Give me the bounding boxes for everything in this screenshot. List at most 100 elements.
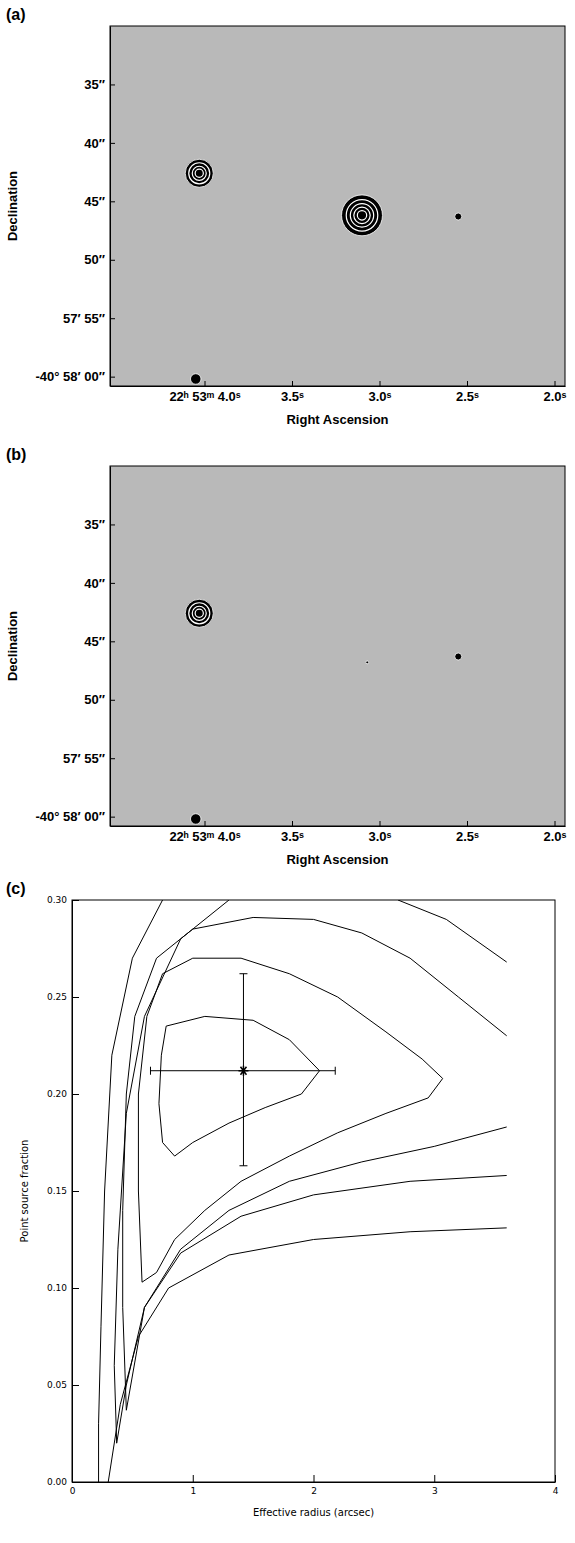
source-region xyxy=(190,374,201,385)
y-tick: 45″ xyxy=(84,634,115,649)
x-tick: 3.0ˢ xyxy=(369,381,392,404)
x-tick-label: 3 xyxy=(432,1486,438,1496)
x-tick-label: 22ʰ 53ᵐ 4.0ˢ xyxy=(169,389,240,404)
y-tick: 0.25 xyxy=(47,992,79,1002)
source xyxy=(455,653,462,660)
y-tick-mark xyxy=(110,758,115,759)
y-tick-label: 0.15 xyxy=(47,1186,67,1196)
y-tick: 40″ xyxy=(84,576,115,591)
y-axis-title: Declination xyxy=(5,611,20,681)
x-axis-title: Right Ascension xyxy=(286,852,388,867)
x-tick-label: 2.5ˢ xyxy=(456,389,479,404)
x-tick-mark xyxy=(380,381,381,386)
y-tick-mark xyxy=(110,524,115,525)
panel: 012340.000.050.100.150.200.250.30Effecti… xyxy=(6,880,559,1518)
contour-ring xyxy=(195,169,203,177)
y-tick-label: 50″ xyxy=(84,252,105,267)
y-tick: 0.00 xyxy=(47,1477,79,1487)
y-tick-label: 35″ xyxy=(84,517,105,532)
x-tick-label: 3.0ˢ xyxy=(369,829,392,844)
panel: 22ʰ 53ᵐ 4.0ˢ3.5ˢ3.0ˢ2.5ˢ2.0ˢ35″40″45″50″… xyxy=(5,6,567,427)
y-tick-label: 35″ xyxy=(84,77,105,92)
y-tick: 57′ 55″ xyxy=(63,311,115,326)
contour-ring xyxy=(350,204,373,227)
x-axis-line xyxy=(111,386,566,387)
y-axis-line xyxy=(110,27,111,387)
contour-ring xyxy=(189,603,210,624)
contour-ring xyxy=(189,163,210,184)
y-tick-mark xyxy=(72,1385,79,1386)
y-tick: 0.30 xyxy=(47,895,79,905)
source-region xyxy=(455,213,462,220)
y-tick: 45″ xyxy=(84,194,115,209)
y-tick: 40″ xyxy=(84,136,115,151)
y-axis: 35″ 40″ 45″ 50″ 57′ 55″ -40° 58′ 00″ xyxy=(36,27,115,387)
source-region xyxy=(366,661,369,664)
x-tick-label: 3.5ˢ xyxy=(281,389,304,404)
x-tick-mark xyxy=(555,1475,556,1482)
y-tick: 0.15 xyxy=(47,1186,79,1196)
y-axis-title: Declination xyxy=(5,171,20,241)
x-tick: 2.0ˢ xyxy=(544,821,567,844)
x-tick-mark xyxy=(205,381,206,386)
y-tick: 0.05 xyxy=(47,1380,79,1390)
y-tick-label: 45″ xyxy=(84,194,105,209)
y-tick: 0.20 xyxy=(47,1089,79,1099)
x-tick-mark xyxy=(292,821,293,826)
y-axis: 0.00 0.05 0.10 0.15 0.20 0.25 0.30 xyxy=(47,895,79,1487)
y-tick-mark xyxy=(110,201,115,202)
plot-frame xyxy=(72,900,555,1482)
x-tick: 3.0ˢ xyxy=(369,821,392,844)
x-tick-mark xyxy=(314,1475,315,1482)
x-tick-label: 3.5ˢ xyxy=(281,829,304,844)
contour-ring xyxy=(195,609,203,617)
y-tick-mark xyxy=(110,817,115,818)
x-axis-title: Right Ascension xyxy=(286,412,388,427)
x-axis-line xyxy=(111,826,566,827)
y-tick-mark xyxy=(72,900,79,901)
x-tick-mark xyxy=(555,381,556,386)
y-tick-label: -40° 58′ 00″ xyxy=(36,369,105,384)
plot-area xyxy=(185,159,462,384)
plot-frame xyxy=(110,466,565,826)
x-axis: 22ʰ 53ᵐ 4.0ˢ3.5ˢ3.0ˢ2.5ˢ2.0ˢ xyxy=(111,381,567,404)
image-background xyxy=(110,466,565,826)
y-tick-mark xyxy=(72,1094,79,1095)
y-tick-label: 57′ 55″ xyxy=(63,311,105,326)
x-tick-mark xyxy=(467,381,468,386)
y-tick-label: 0.05 xyxy=(47,1380,67,1390)
x-tick: 2.5ˢ xyxy=(456,381,479,404)
x-tick-mark xyxy=(467,821,468,826)
y-tick-mark xyxy=(110,377,115,378)
x-tick: 3.5ˢ xyxy=(281,821,304,844)
x-tick: 2 xyxy=(311,1475,317,1496)
source xyxy=(190,374,201,385)
contour-ring xyxy=(346,200,378,232)
contour-ring xyxy=(192,166,206,180)
y-error-bar xyxy=(239,974,247,1166)
y-tick-mark xyxy=(72,1482,79,1483)
x-tick-mark xyxy=(555,821,556,826)
x-axis: 22ʰ 53ᵐ 4.0ˢ 3.5ˢ 3.0ˢ 2.5ˢ 2.0ˢ xyxy=(111,821,567,844)
y-axis-title: Point source fraction xyxy=(19,1140,30,1243)
source-region xyxy=(455,653,462,660)
y-tick: 35″ xyxy=(84,517,115,532)
contour-line xyxy=(114,900,506,1443)
source xyxy=(185,159,213,187)
y-tick-label: 0.00 xyxy=(47,1477,67,1487)
x-tick-label: 0 xyxy=(70,1486,76,1496)
y-tick-label: 0.30 xyxy=(47,895,67,905)
y-tick-label: 50″ xyxy=(84,692,105,707)
x-tick-label: 22ʰ 53ᵐ 4.0ˢ xyxy=(169,829,240,844)
contour-line xyxy=(123,917,507,1410)
source xyxy=(366,661,369,664)
y-tick-label: 0.20 xyxy=(47,1089,67,1099)
contour-ring xyxy=(354,207,370,223)
source-region xyxy=(342,195,383,236)
y-tick-label: 0.25 xyxy=(47,992,67,1002)
x-tick: 2.5ˢ xyxy=(456,821,479,844)
y-tick: 50″ xyxy=(84,252,115,267)
y-tick-label: 0.10 xyxy=(47,1283,67,1293)
x-tick-mark xyxy=(205,821,206,826)
x-tick-label: 2.0ˢ xyxy=(544,829,567,844)
